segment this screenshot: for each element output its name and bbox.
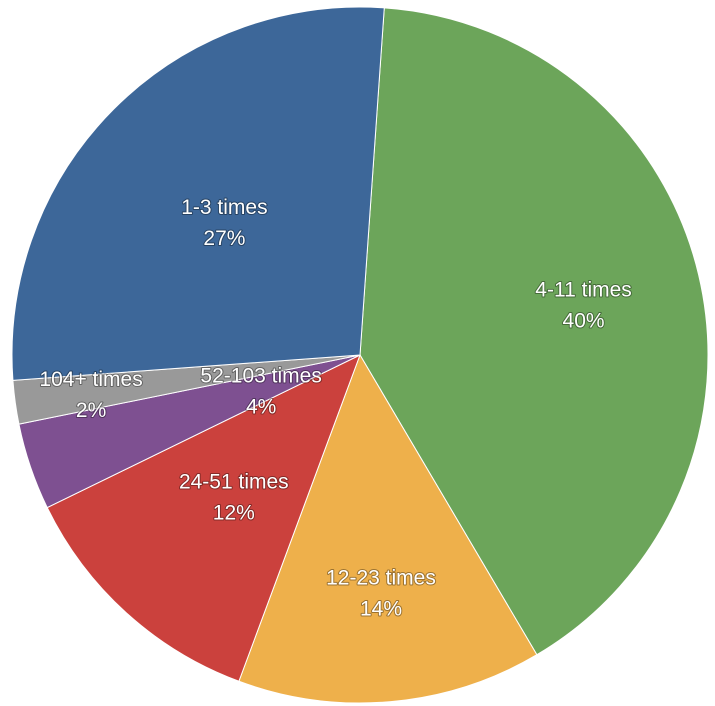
slice-percent-label: 27% — [203, 227, 245, 250]
pie-slice-4-11-times — [359, 7, 709, 656]
slice-percent-label: 40% — [563, 309, 605, 332]
pie-slice-24-51-times — [46, 354, 361, 682]
slice-category-label: 1-3 times — [181, 196, 267, 219]
slice-category-label: 104+ times — [39, 368, 142, 391]
slice-percent-label: 2% — [76, 399, 106, 422]
slice-percent-label: 14% — [360, 598, 402, 621]
slice-category-label: 4-11 times — [535, 278, 631, 301]
slice-category-label: 12-23 times — [326, 567, 436, 590]
pie-slice-12-23-times — [238, 353, 538, 704]
pie-slice-1-3-times — [11, 6, 385, 381]
pie-slices — [11, 6, 709, 704]
slice-percent-label: 12% — [213, 501, 255, 524]
slice-category-label: 52-103 times — [200, 365, 321, 388]
slice-percent-label: 4% — [246, 396, 276, 419]
pie-labels: 4-11 times 40% 12-23 times 14% 24-51 times 12… — [38, 195, 632, 622]
slice-category-label: 24-51 times — [179, 470, 289, 493]
